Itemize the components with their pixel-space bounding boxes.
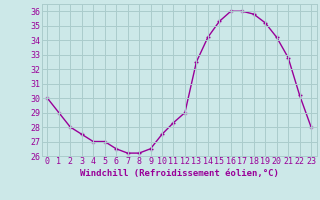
X-axis label: Windchill (Refroidissement éolien,°C): Windchill (Refroidissement éolien,°C) [80, 169, 279, 178]
